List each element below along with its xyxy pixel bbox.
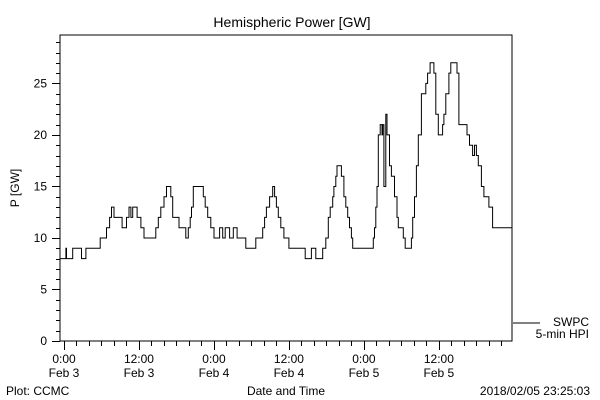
- y-tick-label: 25: [34, 76, 48, 90]
- y-tick-label: 5: [40, 282, 47, 296]
- y-tick-label: 15: [34, 179, 48, 193]
- chart-title: Hemispheric Power [GW]: [213, 14, 370, 30]
- y-tick-label: 10: [34, 231, 48, 245]
- x-tick-label-date: Feb 3: [124, 366, 155, 380]
- plot-frame: [59, 34, 513, 342]
- series-line-swpc: [60, 62, 512, 260]
- x-tick-label-date: Feb 5: [424, 366, 455, 380]
- x-tick-label-date: Feb 5: [349, 366, 380, 380]
- x-axis-label: Date and Time: [247, 384, 325, 398]
- x-tick-label-time: 0:00: [202, 352, 226, 366]
- legend-label-line1: SWPC: [553, 315, 589, 329]
- x-tick-label-time: 0:00: [352, 352, 376, 366]
- legend-label-line2: 5-min HPI: [536, 327, 589, 341]
- legend: SWPC 5-min HPI: [513, 315, 589, 341]
- plot-credit: Plot: CCMC: [6, 384, 70, 398]
- x-tick-label-date: Feb 4: [199, 366, 230, 380]
- plot-timestamp: 2018/02/05 23:25:03: [480, 384, 590, 398]
- y-axis-label: P [GW]: [8, 169, 22, 207]
- x-tick-label-date: Feb 4: [274, 366, 305, 380]
- y-tick-label: 20: [34, 128, 48, 142]
- y-tick-label: 0: [40, 334, 47, 348]
- x-tick-label-time: 12:00: [424, 352, 454, 366]
- x-tick-label-time: 0:00: [52, 352, 76, 366]
- y-axis: 0 5 10 15 20 25: [34, 42, 60, 348]
- x-tick-label-date: Feb 3: [49, 366, 80, 380]
- x-tick-label-time: 12:00: [124, 352, 154, 366]
- x-tick-label-time: 12:00: [274, 352, 304, 366]
